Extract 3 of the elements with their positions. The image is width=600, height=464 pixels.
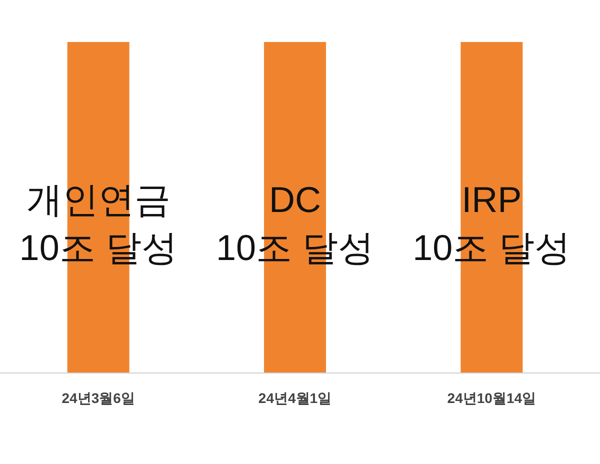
x-tick-label: 24년3월6일: [62, 390, 135, 406]
x-tick-label: 24년10월14일: [447, 390, 536, 406]
x-tick-label: 24년4월1일: [258, 390, 332, 406]
